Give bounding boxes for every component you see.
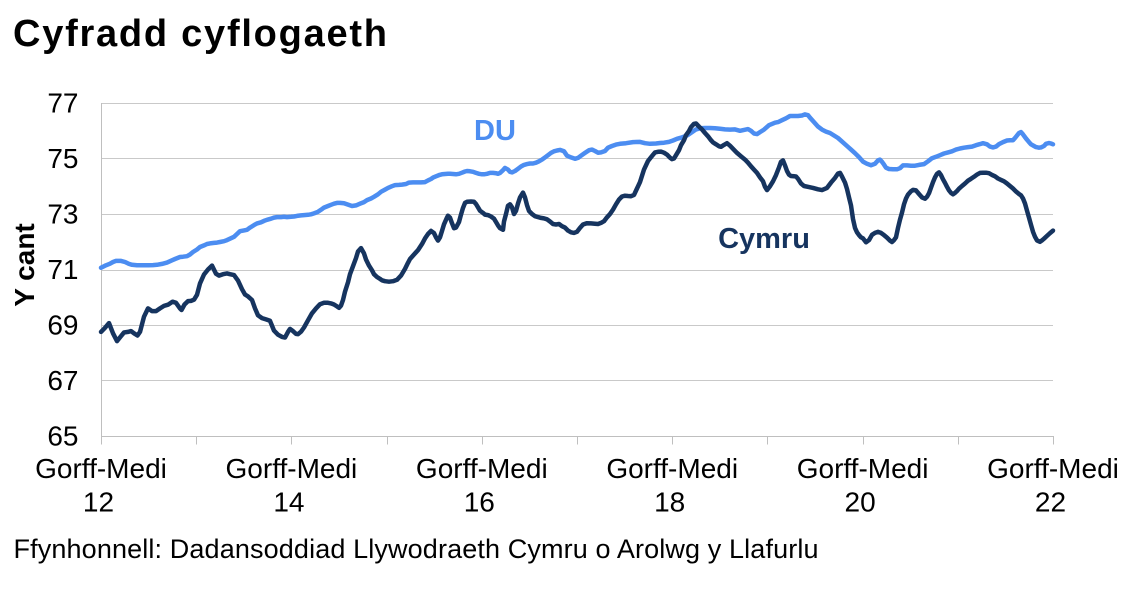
svg-text:16: 16 bbox=[464, 487, 495, 518]
svg-text:20: 20 bbox=[845, 487, 876, 518]
svg-text:Gorff-Medi: Gorff-Medi bbox=[226, 453, 358, 484]
svg-text:69: 69 bbox=[47, 310, 78, 341]
svg-text:14: 14 bbox=[273, 487, 304, 518]
svg-text:67: 67 bbox=[47, 365, 78, 396]
svg-text:Cyfradd cyflogaeth: Cyfradd cyflogaeth bbox=[13, 13, 387, 55]
svg-text:75: 75 bbox=[47, 143, 78, 174]
svg-text:18: 18 bbox=[654, 487, 685, 518]
svg-text:12: 12 bbox=[83, 487, 114, 518]
svg-text:Gorff-Medi: Gorff-Medi bbox=[606, 453, 738, 484]
svg-text:71: 71 bbox=[47, 254, 78, 285]
svg-text:Gorff-Medi: Gorff-Medi bbox=[797, 453, 929, 484]
svg-text:22: 22 bbox=[1035, 487, 1066, 518]
svg-text:Gorff-Medi: Gorff-Medi bbox=[987, 453, 1119, 484]
svg-text:Gorff-Medi: Gorff-Medi bbox=[416, 453, 548, 484]
svg-text:73: 73 bbox=[47, 199, 78, 230]
svg-text:DU: DU bbox=[474, 115, 516, 147]
svg-text:Gorff-Medi: Gorff-Medi bbox=[35, 453, 167, 484]
svg-text:Cymru: Cymru bbox=[718, 223, 810, 255]
svg-text:77: 77 bbox=[47, 88, 78, 119]
svg-text:Y cant: Y cant bbox=[9, 223, 40, 307]
svg-text:65: 65 bbox=[47, 421, 78, 452]
svg-text:Ffynhonnell: Dadansoddiad Llyw: Ffynhonnell: Dadansoddiad Llywodraeth Cy… bbox=[14, 534, 819, 564]
